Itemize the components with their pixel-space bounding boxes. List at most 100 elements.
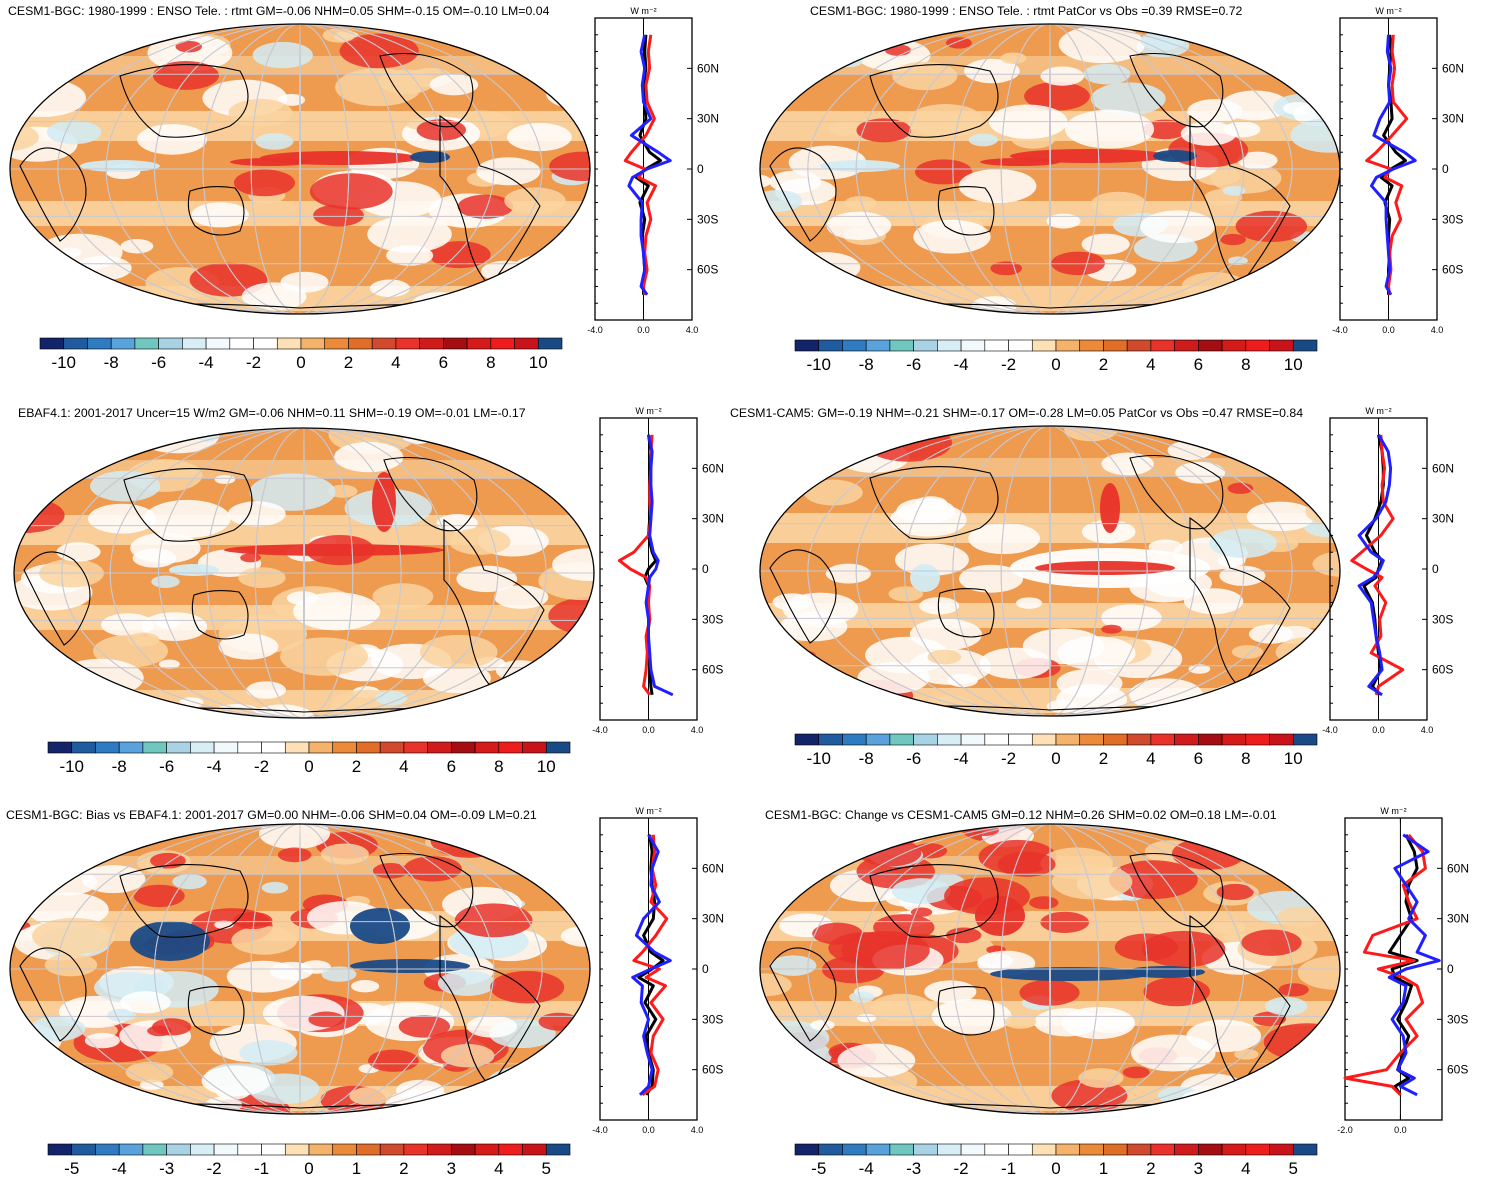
colorbar-label: 2 [1099,749,1108,768]
x-tick-label: 4.0 [686,325,699,335]
colorbar-swatch [889,733,914,746]
colorbar-swatch [308,741,334,754]
colorbar-swatch [419,337,444,350]
colorbar-label: 2 [352,757,361,776]
colorbar-swatch [960,339,986,352]
colorbar-label: -5 [811,1159,826,1178]
colorbar-label: 6 [1194,749,1203,768]
colorbar-swatch [379,741,405,754]
panel-enso-bgc-patcor: CESM1-BGC: 1980-1999 : ENSO Tele. : rtmt… [745,0,1489,393]
map-border [9,823,591,1115]
colorbar-swatch [451,1143,476,1156]
colorbar-swatch [427,1143,452,1156]
colorbar-swatch [47,741,73,754]
colorbar-label: -10 [806,355,831,374]
colorbar-swatch [1198,733,1223,746]
colorbar-swatch [545,1143,571,1156]
robinson-map [9,823,591,1115]
colorbar-swatch [1126,339,1152,352]
x-tick-label: 4.0 [691,725,704,735]
units-label: W m⁻² [635,406,661,416]
profile-line [1387,833,1441,1097]
colorbar-swatch [913,339,938,352]
lat-tick-label: 30N [1432,512,1454,526]
colorbar-swatch [71,741,96,754]
colorbar-label: 10 [1284,749,1303,768]
colorbar-swatch [1008,733,1033,746]
colorbar-swatch [522,1143,547,1156]
x-tick-label: 4.0 [1431,325,1444,335]
colorbar-swatch [142,1143,167,1156]
colorbar-label: 4 [1146,355,1155,374]
colorbar-swatch [474,1143,500,1156]
lat-tick-label: 30N [697,112,719,126]
colorbar-label: 8 [486,353,495,372]
zonal-mean-profile: W m⁻² 60N 30N 0 30S 60S -2.0 0.0 [1337,806,1469,1135]
colorbar-label: -4 [207,757,222,776]
colorbar-swatch [324,337,349,350]
colorbar-swatch [229,337,254,350]
colorbar-swatch [1174,1143,1199,1156]
x-tick-label: 0.0 [637,325,650,335]
x-tick-label: -4.0 [1322,725,1338,735]
colorbar-label: 1 [352,1159,361,1178]
colorbar-swatch [451,741,476,754]
colorbar-swatch [842,733,867,746]
lat-tick-label: 30S [697,212,718,226]
colorbar-swatch [794,1143,820,1156]
colorbar-swatch [984,1143,1009,1156]
colorbar-swatch [403,1143,428,1156]
x-tick-label: 4.0 [691,1125,704,1135]
colorbar-swatch [166,741,191,754]
units-label: W m⁻² [630,6,656,16]
units-label: W m⁻² [1380,806,1406,816]
lat-tick-label: 0 [1432,562,1439,576]
colorbar-swatch [1174,733,1199,746]
colorbar-swatch [1031,733,1057,746]
colorbar-swatch [960,733,986,746]
lat-tick-label: 30N [1442,112,1464,126]
lat-tick-label: 30S [1447,1012,1468,1026]
colorbar-swatch [427,741,452,754]
colorbar-label: 4 [391,353,400,372]
colorbar-swatch [134,337,159,350]
panel-change: CESM1-BGC: Change vs CESM1-CAM5 GM=0.12 … [745,800,1489,1193]
panel-ebaf: EBAF4.1: 2001-2017 Uncer=15 W/m2 GM=-0.0… [0,400,744,793]
colorbar-swatch [960,1143,986,1156]
colorbar-label: -3 [159,1159,174,1178]
colorbar-swatch [443,337,468,350]
colorbar-swatch [937,733,962,746]
colorbar-swatch [794,733,820,746]
colorbar-label: -6 [151,353,166,372]
colorbar-swatch [261,741,286,754]
colorbar-label: 2 [1146,1159,1155,1178]
colorbar-label: -4 [859,1159,874,1178]
map-border [9,23,591,315]
colorbar-label: 5 [542,1159,551,1178]
colorbar-label: -4 [954,355,969,374]
robinson-map [759,23,1341,315]
panel-title: CESM1-BGC: 1980-1999 : ENSO Tele. : rtmt… [8,4,550,18]
lat-tick-label: 0 [1447,962,1454,976]
colorbar-swatch [95,1143,120,1156]
x-tick-label: -4.0 [592,1125,608,1135]
x-tick-label: 0.0 [642,1125,655,1135]
colorbar-label: 4 [399,757,408,776]
units-label: W m⁻² [1365,406,1391,416]
colorbar-label: -2 [207,1159,222,1178]
x-tick-label: -4.0 [1332,325,1348,335]
colorbar-label: -4 [199,353,214,372]
colorbar-label: 10 [537,757,556,776]
colorbar-label: -8 [112,757,127,776]
colorbar-label: -2 [1001,749,1016,768]
colorbar-swatch [253,337,278,350]
map-border [759,425,1341,717]
colorbar-label: -2 [246,353,261,372]
zonal-mean-profile: W m⁻² 60N 30N 0 30S 60S -4.0 0.0 4.0 [592,406,724,735]
robinson-map [759,425,1341,717]
colorbar-swatch [1292,339,1318,352]
lat-tick-label: 30S [1442,212,1463,226]
colorbar-swatch [87,337,112,350]
colorbar-swatch [1245,339,1270,352]
colorbar-label: 0 [1051,1159,1060,1178]
